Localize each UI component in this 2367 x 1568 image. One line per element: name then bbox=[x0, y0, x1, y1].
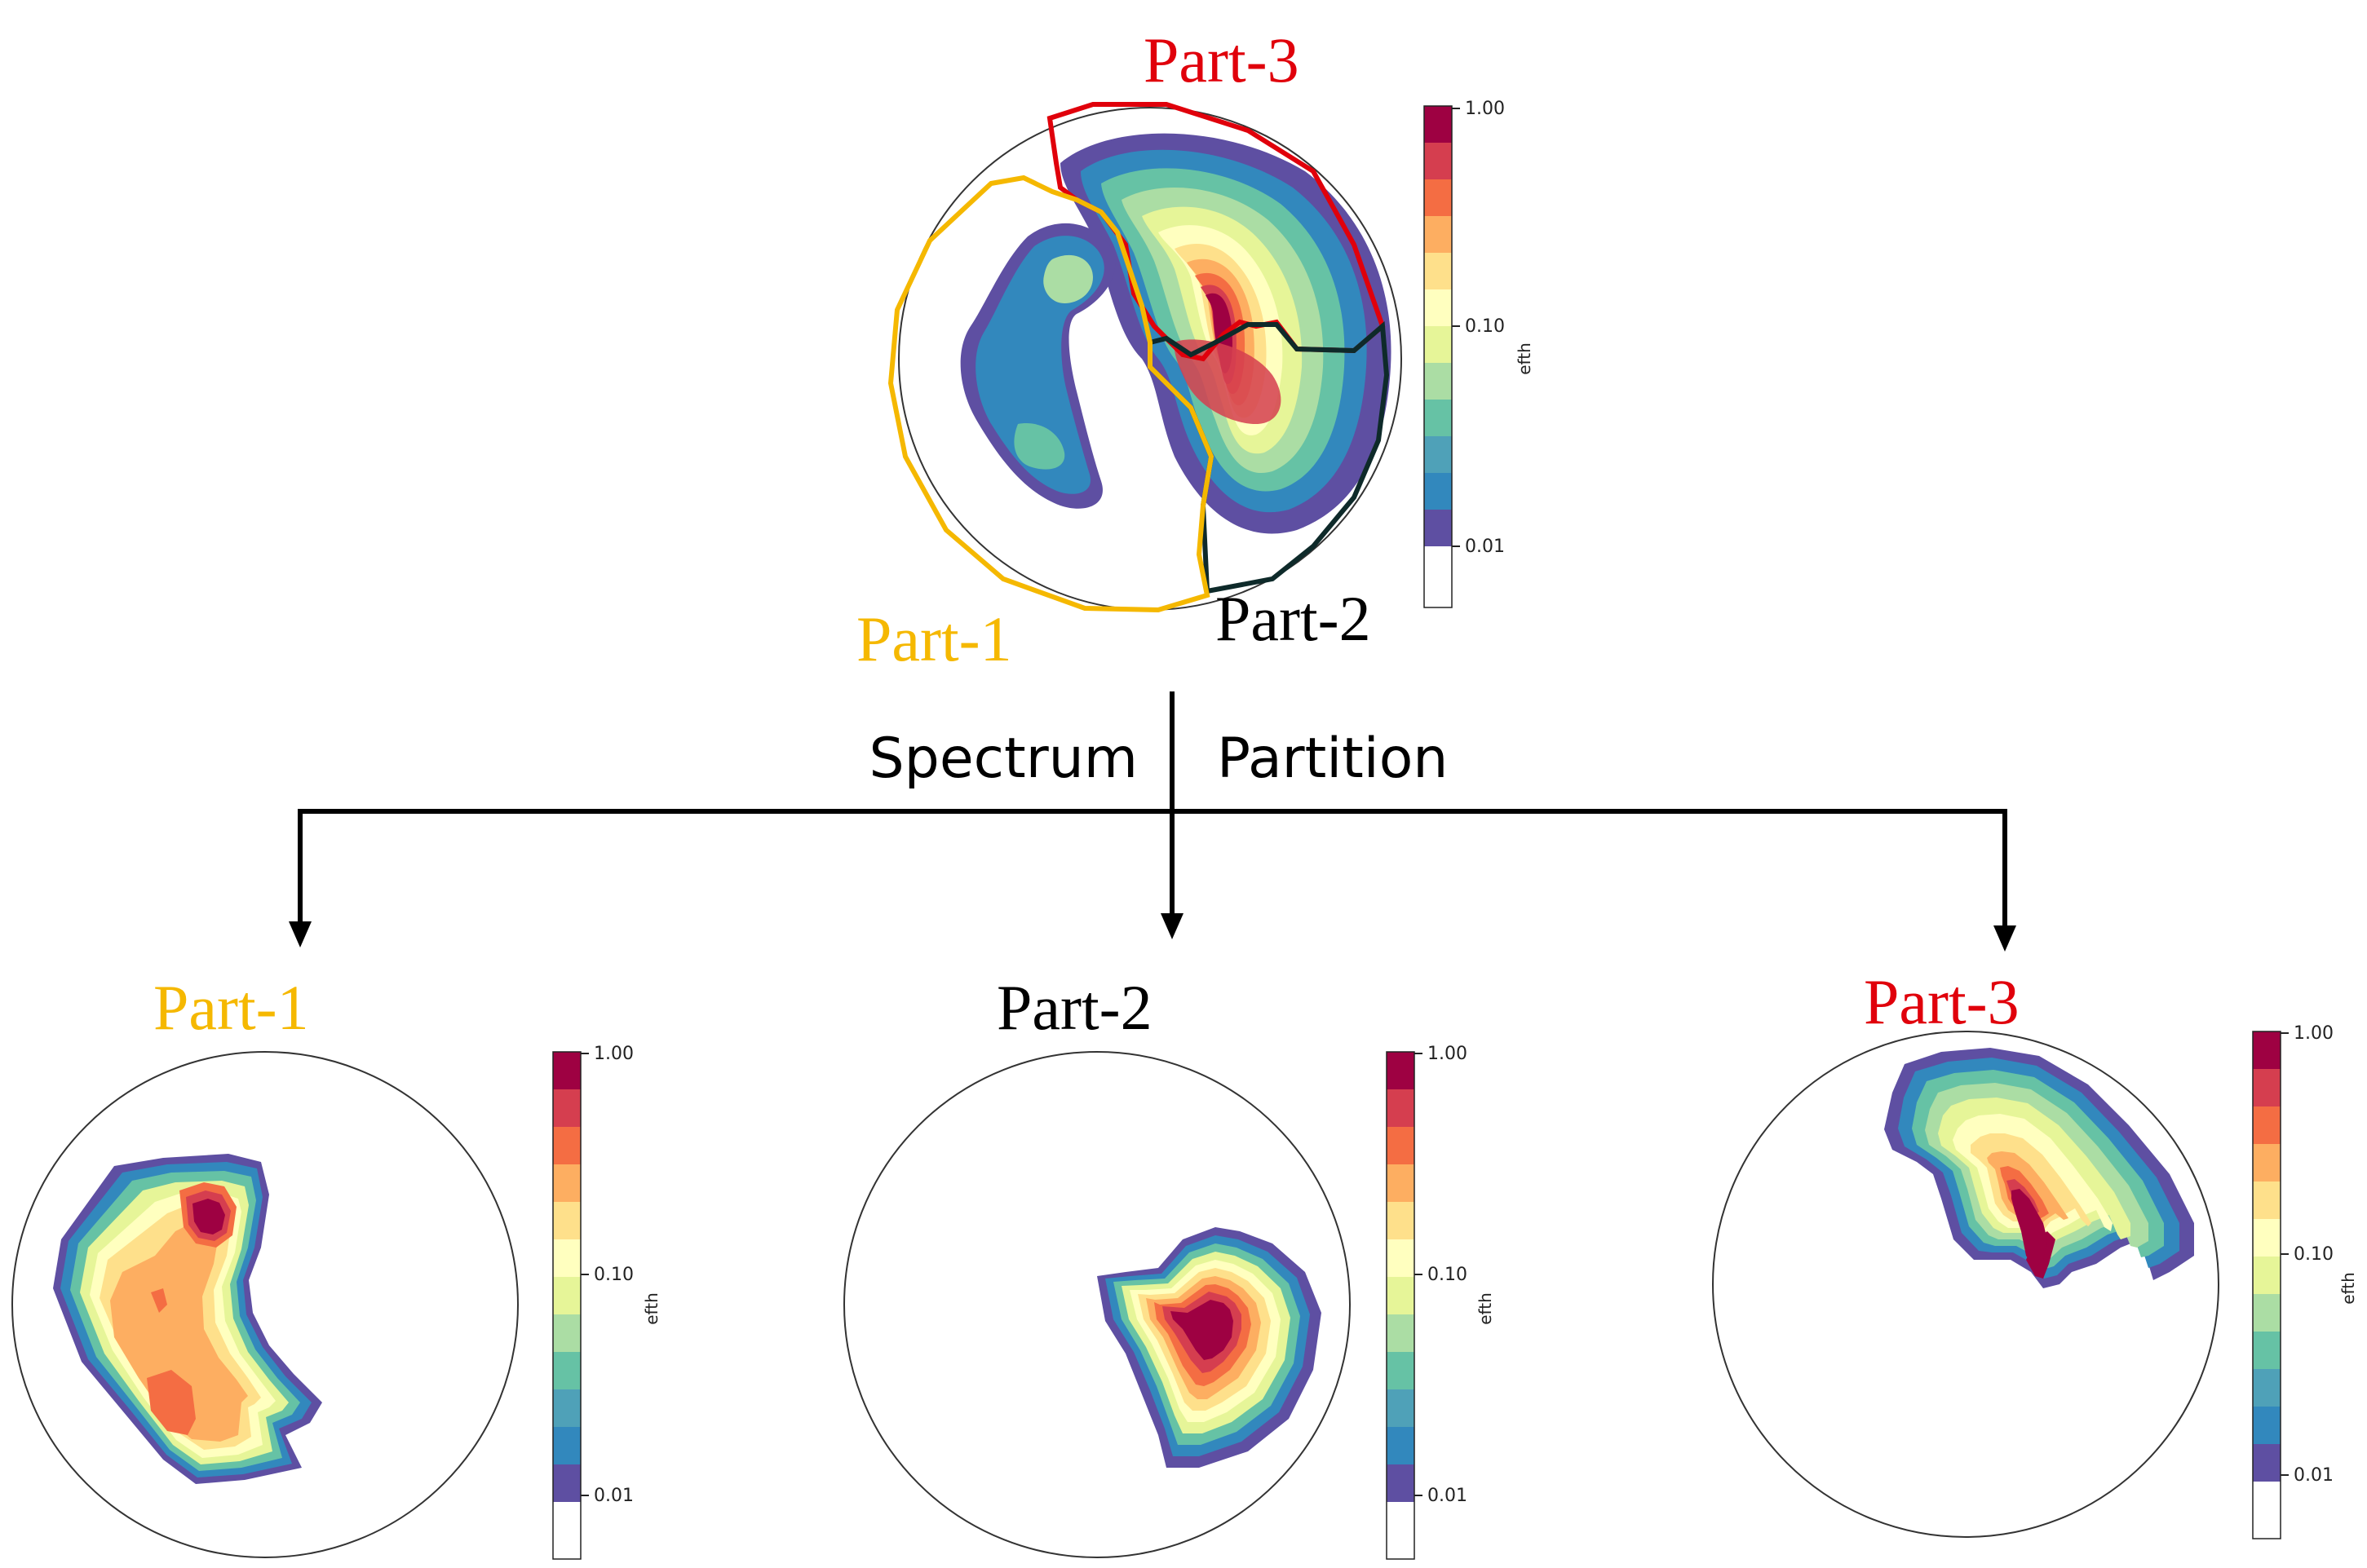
flow-label-spectrum: Spectrum bbox=[869, 727, 1138, 791]
top-spectrum-contours bbox=[960, 133, 1391, 534]
top-part2-label: Part-2 bbox=[1215, 583, 1371, 654]
top-colorbar-swatches bbox=[1424, 106, 1452, 546]
bottom-part2-colorbar: 1.00 0.10 0.01 efth bbox=[1386, 1044, 1495, 1560]
bottom-part2-tick-mid: 0.10 bbox=[1427, 1265, 1467, 1285]
bottom-part2-colorbar-swatches bbox=[1387, 1052, 1414, 1502]
top-colorbar-tick-mid: 0.10 bbox=[1465, 316, 1505, 337]
bottom-part1-contours bbox=[53, 1154, 322, 1484]
bottom-part2-title: Part-2 bbox=[997, 972, 1153, 1043]
bottom-part1-tick-max: 1.00 bbox=[594, 1044, 634, 1064]
bottom-part3-tick-min: 0.01 bbox=[2294, 1465, 2334, 1486]
top-colorbar-tick-max: 1.00 bbox=[1465, 99, 1505, 119]
bottom-part2-colorbar-label: efth bbox=[1476, 1292, 1495, 1325]
bottom-part3-colorbar-label: efth bbox=[2338, 1272, 2358, 1305]
bottom-part2-contours bbox=[1097, 1227, 1321, 1468]
top-left-energy-blob bbox=[960, 223, 1116, 509]
top-polar-plot: 1.00 0.10 0.01 efth Part-3 Part-1 Part-2 bbox=[856, 24, 1534, 674]
arrow-to-part2 bbox=[1161, 913, 1184, 939]
bottom-part1-colorbar: 1.00 0.10 0.01 efth bbox=[552, 1044, 661, 1560]
top-colorbar-label: efth bbox=[1515, 342, 1534, 375]
bottom-part3-colorbar-swatches bbox=[2253, 1031, 2281, 1482]
top-part3-label: Part-3 bbox=[1144, 24, 1299, 95]
bottom-panel-part3: Part-3 bbox=[1712, 966, 2358, 1539]
flow-label-partition: Partition bbox=[1217, 727, 1448, 791]
bottom-part3-tick-max: 1.00 bbox=[2294, 1023, 2334, 1044]
bottom-part2-axis-circle bbox=[843, 1051, 1351, 1558]
bottom-part1-tick-mid: 0.10 bbox=[594, 1265, 634, 1285]
top-part1-outline bbox=[887, 174, 1214, 613]
bottom-part3-axis-circle bbox=[1712, 1031, 2219, 1538]
bottom-part1-colorbar-label: efth bbox=[642, 1292, 661, 1325]
top-colorbar-frame bbox=[1423, 105, 1453, 608]
bottom-part3-contours bbox=[1884, 1048, 2194, 1288]
bottom-part2-tick-max: 1.00 bbox=[1427, 1044, 1467, 1064]
bottom-panel-part2: Part-2 bbox=[843, 972, 1495, 1560]
bottom-part3-title: Part-3 bbox=[1864, 966, 2020, 1037]
bottom-part2-tick-min: 0.01 bbox=[1427, 1486, 1467, 1506]
bottom-panel-part1: Part-1 bbox=[11, 972, 661, 1560]
bottom-part1-tick-min: 0.01 bbox=[594, 1486, 634, 1506]
bottom-part1-colorbar-swatches bbox=[553, 1052, 581, 1502]
partition-flow: Spectrum Partition bbox=[289, 691, 2016, 952]
arrow-to-part1 bbox=[289, 921, 312, 947]
bottom-part1-axis-circle bbox=[11, 1051, 519, 1558]
bottom-part3-tick-mid: 0.10 bbox=[2294, 1244, 2334, 1265]
top-colorbar: 1.00 0.10 0.01 efth bbox=[1423, 99, 1534, 608]
top-main-energy-blob bbox=[1060, 133, 1391, 534]
bottom-part3-colorbar: 1.00 0.10 0.01 efth bbox=[2252, 1023, 2358, 1539]
bottom-part1-title: Part-1 bbox=[153, 972, 309, 1043]
arrow-to-part3 bbox=[1993, 925, 2016, 952]
top-colorbar-tick-min: 0.01 bbox=[1465, 537, 1505, 557]
top-part1-label: Part-1 bbox=[856, 603, 1012, 674]
